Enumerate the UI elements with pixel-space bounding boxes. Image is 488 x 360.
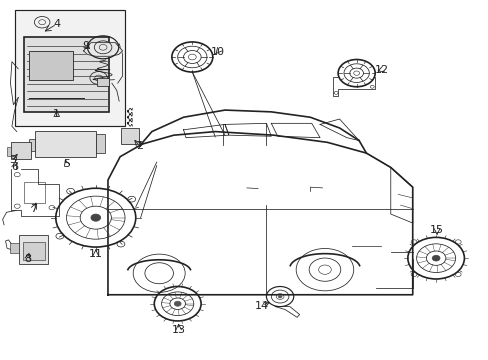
- Text: 1: 1: [53, 109, 60, 119]
- Bar: [15, 10, 125, 126]
- Text: 4: 4: [53, 19, 60, 29]
- Circle shape: [278, 295, 282, 298]
- Bar: [23, 242, 44, 260]
- Bar: [97, 78, 109, 86]
- Text: 12: 12: [374, 64, 388, 75]
- Text: 5: 5: [63, 159, 70, 169]
- Circle shape: [174, 301, 181, 306]
- Bar: [11, 142, 31, 159]
- Bar: [19, 235, 48, 264]
- Polygon shape: [83, 42, 122, 56]
- Bar: [29, 51, 73, 80]
- Bar: [35, 131, 96, 157]
- Text: 8: 8: [24, 254, 31, 264]
- Circle shape: [91, 214, 101, 221]
- Text: 3: 3: [9, 155, 17, 165]
- Text: 14: 14: [254, 301, 268, 311]
- Bar: [121, 128, 139, 144]
- Text: 13: 13: [171, 325, 185, 335]
- Text: 2: 2: [136, 141, 143, 151]
- Circle shape: [431, 255, 439, 261]
- Bar: [24, 37, 109, 112]
- Text: 9: 9: [82, 41, 89, 50]
- Bar: [96, 134, 104, 153]
- Bar: [6, 147, 11, 156]
- Text: 7: 7: [30, 204, 38, 214]
- Text: 11: 11: [89, 248, 102, 258]
- Bar: [29, 139, 35, 151]
- Text: 6: 6: [11, 162, 18, 172]
- Text: 15: 15: [429, 225, 443, 235]
- Bar: [23, 182, 44, 203]
- Bar: [10, 243, 19, 253]
- Text: 10: 10: [210, 46, 224, 57]
